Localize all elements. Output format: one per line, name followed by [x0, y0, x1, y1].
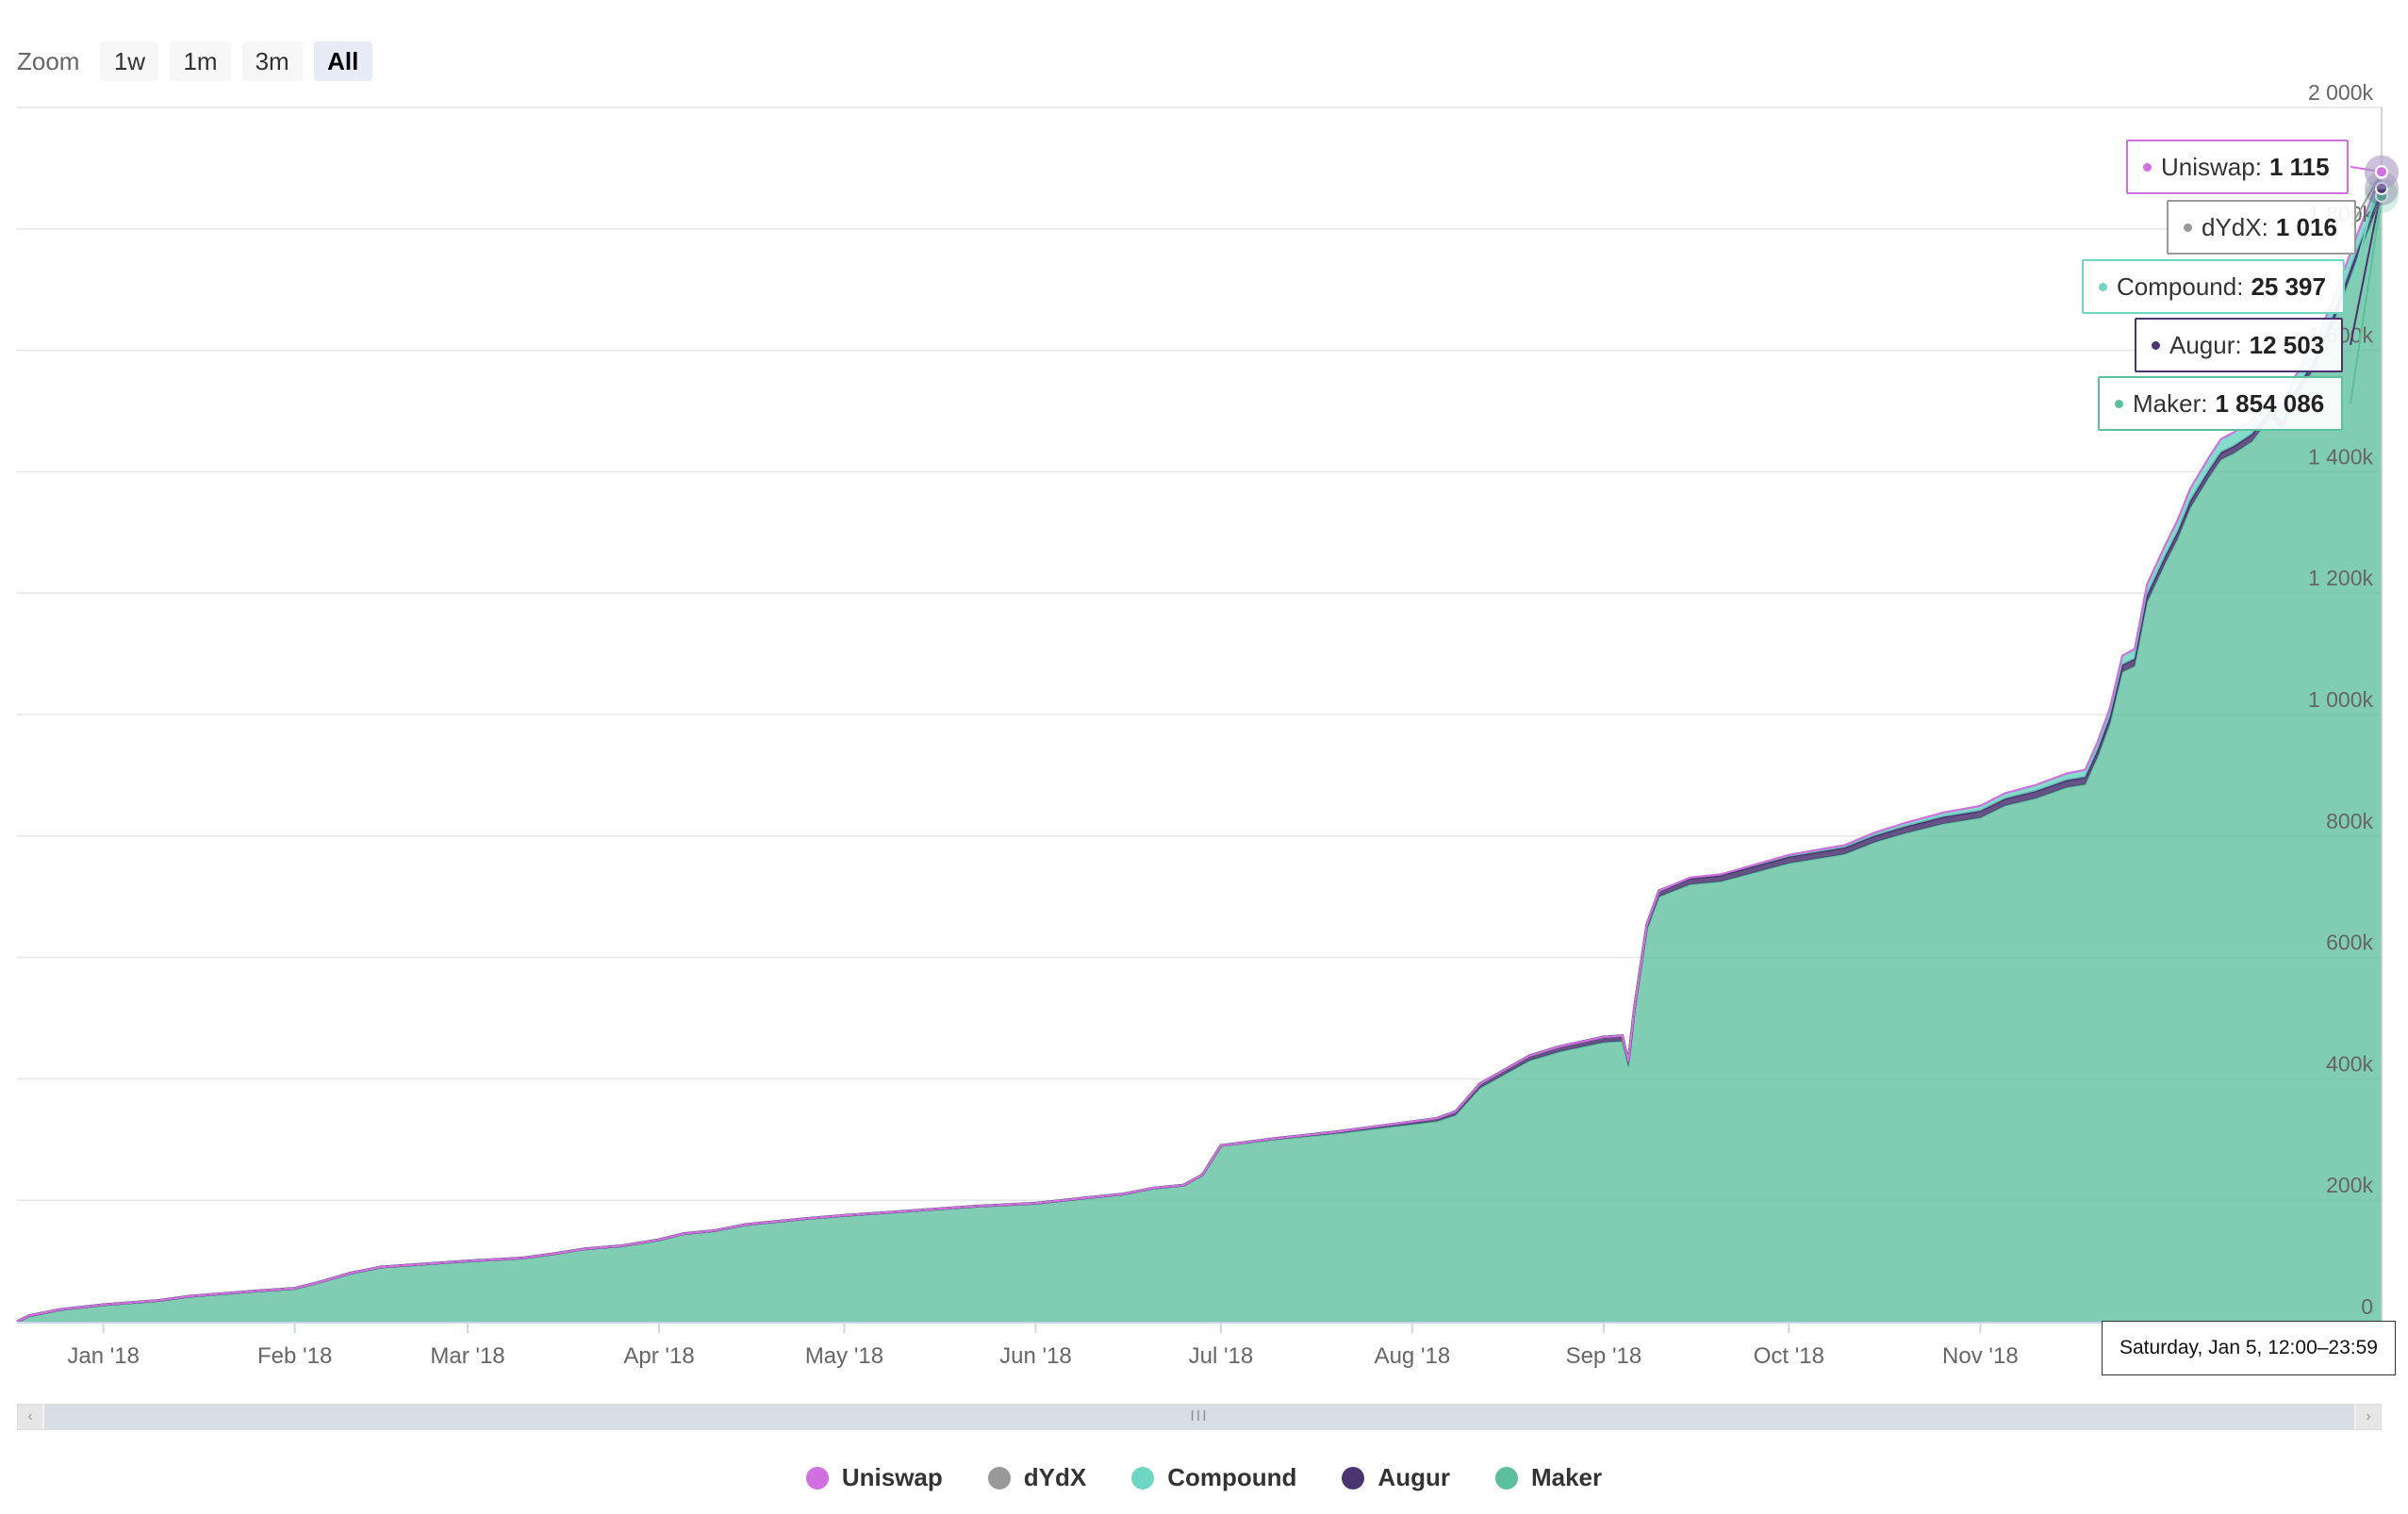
x-tick-label: Feb '18: [257, 1343, 332, 1369]
zoom-label: Zoom: [17, 46, 80, 75]
y-tick-label: 800k: [2326, 809, 2373, 833]
uniswap-dot-icon: [2143, 162, 2152, 172]
tooltip-compound: Compound: 25 397: [2082, 259, 2345, 314]
uniswap-legend-dot-icon: [805, 1466, 829, 1489]
legend-item-compound[interactable]: Compound: [1131, 1463, 1296, 1492]
legend-item-augur[interactable]: Augur: [1342, 1463, 1450, 1492]
y-tick-label: 1 200k: [2308, 566, 2374, 590]
uniswap-line: [16, 171, 2383, 1323]
scroll-right-arrow-icon[interactable]: ›: [2356, 1405, 2381, 1429]
scrollbar-thumb[interactable]: III: [44, 1405, 2354, 1429]
y-tick-label: 1 000k: [2308, 687, 2374, 712]
legend-label: Maker: [1530, 1463, 1603, 1491]
x-tick-label: Apr '18: [623, 1343, 694, 1369]
tooltip-series-value: 1 016: [2275, 212, 2337, 241]
compound-dot-icon: [2099, 282, 2107, 291]
legend-label: Augur: [1377, 1463, 1450, 1491]
augur-dot-icon: [2152, 340, 2160, 350]
maker-tooltip-connector: [2350, 195, 2383, 404]
x-tick-label: Jan '18: [67, 1343, 140, 1369]
legend-label: Compound: [1167, 1463, 1297, 1491]
augur-legend-dot-icon: [1342, 1466, 1365, 1489]
dydx-dot-icon: [2184, 222, 2192, 232]
zoom-bar: Zoom 1w 1m 3m All: [17, 41, 384, 81]
tooltip-maker: Maker: 1 854 086: [2098, 376, 2344, 431]
maker-area: [17, 196, 2382, 1322]
tooltip-series-name: Uniswap: [2161, 152, 2255, 181]
x-tick-label: May '18: [805, 1343, 883, 1369]
zoom-all-button[interactable]: All: [313, 41, 372, 81]
tooltip-series-value: 1 854 086: [2215, 388, 2325, 418]
tooltip-series-value: 12 503: [2249, 330, 2325, 359]
tooltip-series-name: dYdX: [2202, 212, 2262, 241]
hover-markers: [2365, 107, 2399, 1322]
chart-legend: Uniswap dYdX Compound Augur Maker: [0, 1463, 2408, 1492]
scroll-left-arrow-icon[interactable]: ‹: [18, 1405, 42, 1429]
legend-label: Uniswap: [841, 1463, 943, 1491]
augur-hover-point: [2375, 181, 2388, 195]
x-tick-label: Jun '18: [999, 1343, 1072, 1369]
x-tick-label: Jul '18: [1189, 1343, 1254, 1369]
zoom-1m-button[interactable]: 1m: [170, 41, 231, 81]
series-areas: [16, 171, 2383, 1324]
x-tick-label: Oct '18: [1754, 1343, 1824, 1369]
x-axis: Jan '18 Feb '18 Mar '18 Apr '18 May '18 Jun '…: [17, 1322, 2382, 1369]
legend-item-dydx[interactable]: dYdX: [987, 1463, 1087, 1492]
x-tick-label: Sep '18: [1566, 1343, 1642, 1369]
y-tick-label: 2 000k: [2308, 80, 2374, 105]
dydx-legend-dot-icon: [987, 1466, 1011, 1489]
tooltip-dydx: dYdX: 1 016: [2167, 200, 2356, 255]
legend-item-maker[interactable]: Maker: [1494, 1463, 1603, 1492]
y-tick-label: 0: [2361, 1294, 2373, 1319]
uniswap-hover-point: [2375, 165, 2388, 179]
maker-dot-icon: [2115, 399, 2123, 408]
legend-item-uniswap[interactable]: Uniswap: [805, 1463, 943, 1492]
y-tick-label: 200k: [2326, 1173, 2373, 1197]
augur-tooltip-connector: [2350, 188, 2383, 346]
date-tooltip: Saturday, Jan 5, 12:00–23:59: [2102, 1321, 2396, 1375]
compound-legend-dot-icon: [1131, 1466, 1155, 1489]
zoom-3m-button[interactable]: 3m: [241, 41, 303, 81]
tooltip-series-name: Augur: [2169, 330, 2235, 359]
tooltip-series-value: 25 397: [2251, 272, 2326, 301]
legend-label: dYdX: [1023, 1463, 1087, 1491]
x-tick-label: Aug '18: [1375, 1343, 1451, 1369]
x-tick-label: Mar '18: [430, 1343, 504, 1369]
x-tick-label: Nov '18: [1942, 1343, 2019, 1369]
maker-legend-dot-icon: [1494, 1466, 1518, 1489]
zoom-1w-button[interactable]: 1w: [100, 41, 159, 81]
navigator-scrollbar[interactable]: ‹ III ›: [17, 1404, 2382, 1430]
tooltip-uniswap: Uniswap: 1 115: [2126, 140, 2349, 194]
y-tick-label: 1 400k: [2308, 444, 2374, 469]
y-tick-label: 600k: [2326, 930, 2373, 955]
tooltip-series-name: Compound: [2117, 272, 2237, 301]
y-tick-label: 400k: [2326, 1051, 2373, 1076]
tooltip-augur: Augur: 12 503: [2135, 318, 2344, 372]
tooltip-series-value: 1 115: [2268, 152, 2330, 181]
tooltip-series-name: Maker: [2133, 388, 2202, 418]
